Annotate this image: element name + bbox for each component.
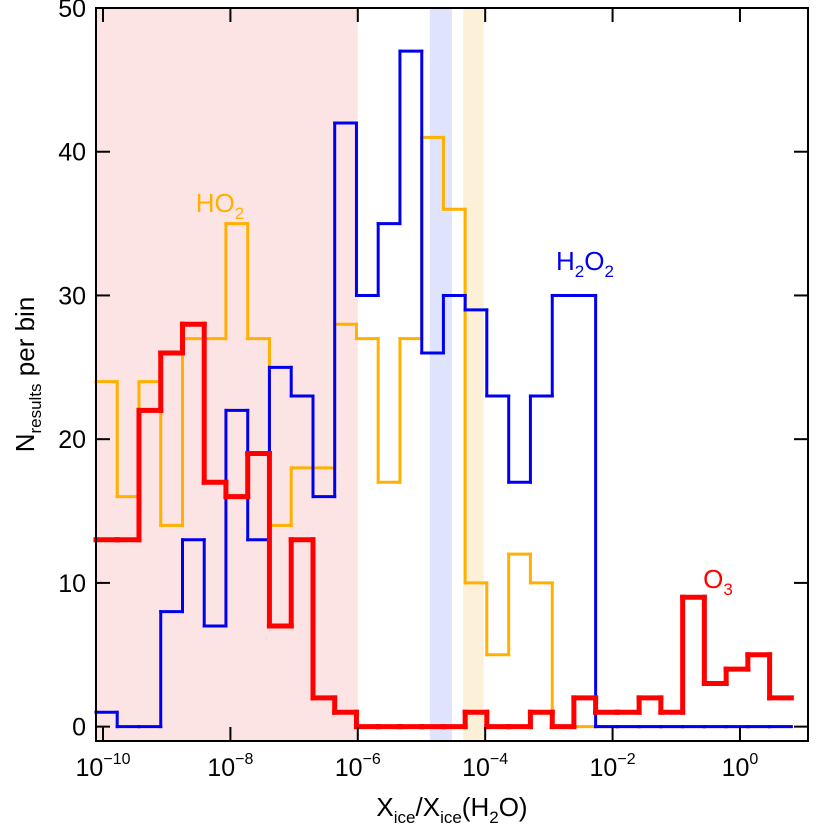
x-axis-label-part: /X <box>415 792 440 822</box>
x-tick-base: 10 <box>335 754 363 782</box>
series-label-sub: 3 <box>723 580 732 599</box>
series-label-part: HO <box>196 188 235 218</box>
x-tick-base: 10 <box>722 754 750 782</box>
y-axis-label-part: per bin <box>10 297 40 384</box>
y-axis-label-group: Nresults per bin <box>10 297 45 453</box>
x-tick-base: 10 <box>76 754 104 782</box>
x-tick-exp: −4 <box>490 751 508 768</box>
y-tick-label: 20 <box>58 426 86 454</box>
series-label-sub: 2 <box>235 204 244 223</box>
series-label-sub: 2 <box>575 262 584 281</box>
x-tick-base: 10 <box>207 754 235 782</box>
shaded-region <box>463 8 484 741</box>
x-axis-label-sub: ice <box>440 808 462 827</box>
x-tick-exp: −6 <box>363 751 381 768</box>
series-label-part: O <box>703 564 723 594</box>
x-axis-label-part: O) <box>499 792 528 822</box>
series-label: HO2 <box>196 188 244 223</box>
x-axis-label-sub: ice <box>394 808 416 827</box>
x-axis-label-part: (H <box>462 792 489 822</box>
x-axis-label: Xice/Xice(H2O) <box>376 792 527 827</box>
x-tick-base: 10 <box>590 754 618 782</box>
x-tick-exp: 0 <box>749 751 758 768</box>
x-tick-label: 10−2 <box>590 751 636 782</box>
series <box>94 49 793 729</box>
x-tick-base: 10 <box>462 754 490 782</box>
y-tick-label: 30 <box>58 282 86 310</box>
series-label: H2O2 <box>556 246 614 281</box>
shaded-region <box>96 8 358 741</box>
shaded-region <box>429 8 452 741</box>
x-tick-label: 10−4 <box>462 751 508 782</box>
x-tick-label: 100 <box>722 751 759 782</box>
x-tick-label: 10−8 <box>207 751 253 782</box>
y-tick-label: 0 <box>72 714 86 742</box>
y-axis-label-part: N <box>10 434 40 453</box>
plot-frame <box>95 7 809 742</box>
series <box>93 321 794 730</box>
y-axis-label: Nresults per bin <box>10 297 45 453</box>
series-label-part: O <box>584 246 604 276</box>
x-axis-label-part: X <box>376 792 393 822</box>
series-label-part: H <box>556 246 575 276</box>
x-tick-exp: −2 <box>617 751 635 768</box>
x-axis-label-sub: 2 <box>489 808 498 827</box>
x-tick-exp: −10 <box>103 751 130 768</box>
y-axis-label-sub: results <box>26 383 45 433</box>
y-tick-label: 40 <box>58 139 86 167</box>
y-tick-label: 50 <box>58 0 86 23</box>
series-label: O3 <box>703 564 733 599</box>
x-tick-exp: −8 <box>235 751 253 768</box>
y-tick-label: 10 <box>58 570 86 598</box>
x-tick-label: 10−10 <box>76 751 131 782</box>
x-tick-label: 10−6 <box>335 751 381 782</box>
series-label-sub: 2 <box>605 262 614 281</box>
